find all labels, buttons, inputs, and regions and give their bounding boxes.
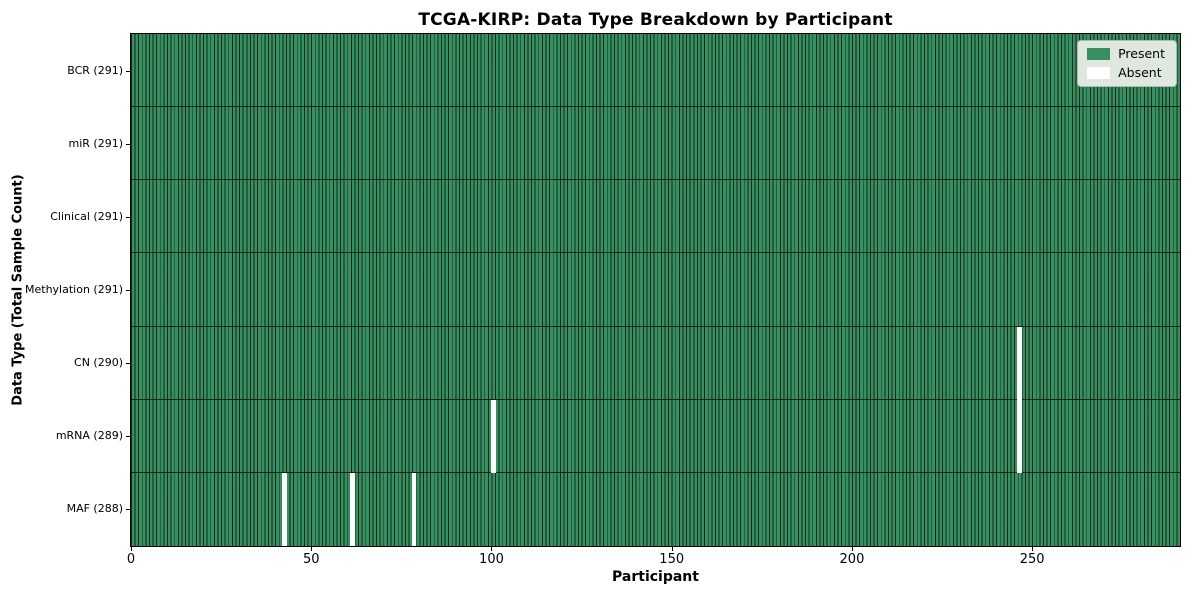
x-axis-label: Participant <box>612 569 699 585</box>
x-tick-label-200: 200 <box>839 552 865 567</box>
y-tick-mark-clinical <box>126 216 130 218</box>
legend-label-present: Present <box>1118 46 1165 61</box>
legend-swatch-absent <box>1087 66 1111 79</box>
x-tick-mark-150 <box>671 547 673 551</box>
y-tick-mark-bcr <box>126 70 130 72</box>
x-tick-mark-50 <box>311 547 313 551</box>
y-tick-label-mrna: mRNA (289) <box>55 429 123 443</box>
chart-title: TCGA-KIRP: Data Type Breakdown by Partic… <box>418 10 893 30</box>
heatmap-row-cn <box>131 326 1180 400</box>
x-tick-label-0: 0 <box>126 552 136 567</box>
plot-area <box>130 33 1181 547</box>
absent-mark-maf-42 <box>281 472 287 546</box>
y-tick-mark-methylation <box>126 290 130 291</box>
heatmap-row-clinical <box>131 180 1180 254</box>
y-tick-label-clinical: Clinical (291) <box>50 209 123 223</box>
x-tick-mark-200 <box>851 547 853 551</box>
x-tick-label-150: 150 <box>659 552 685 567</box>
heatmap-row-mir <box>131 107 1180 181</box>
legend-entry-present: Present <box>1087 46 1165 61</box>
y-tick-label-methylation: Methylation (291) <box>25 283 123 296</box>
y-tick-mark-cn <box>126 363 130 365</box>
y-tick-mark-mir <box>126 143 130 145</box>
absent-mark-cn-246 <box>1017 326 1022 400</box>
y-tick-label-cn: CN (290) <box>74 356 123 370</box>
x-tick-mark-0 <box>131 547 132 551</box>
y-tick-label-mir: miR (291) <box>68 136 124 150</box>
absent-mark-maf-61 <box>350 472 356 546</box>
absent-mark-mrna-100 <box>490 399 496 473</box>
x-tick-mark-100 <box>491 547 493 551</box>
legend-entry-absent: Absent <box>1087 64 1165 80</box>
heatmap-row-mrna <box>131 399 1180 473</box>
absent-mark-maf-78 <box>411 472 417 546</box>
y-tick-label-bcr: BCR (291) <box>67 63 123 77</box>
y-tick-label-maf: MAF (288) <box>66 502 123 516</box>
x-tick-label-100: 100 <box>479 552 504 567</box>
x-tick-mark-250 <box>1032 547 1034 551</box>
absent-mark-mrna-246 <box>1017 399 1022 473</box>
x-tick-label-50: 50 <box>302 552 320 567</box>
legend-swatch-present <box>1087 48 1111 61</box>
legend: Present Absent <box>1077 40 1177 87</box>
heatmap-row-bcr <box>131 34 1180 108</box>
x-tick-label-250: 250 <box>1019 552 1045 567</box>
heatmap-row-maf <box>131 472 1180 546</box>
heatmap-row-methylation <box>131 253 1180 327</box>
legend-label-absent: Absent <box>1118 64 1162 80</box>
y-tick-mark-maf <box>126 509 130 511</box>
y-tick-mark-mrna <box>126 436 130 438</box>
